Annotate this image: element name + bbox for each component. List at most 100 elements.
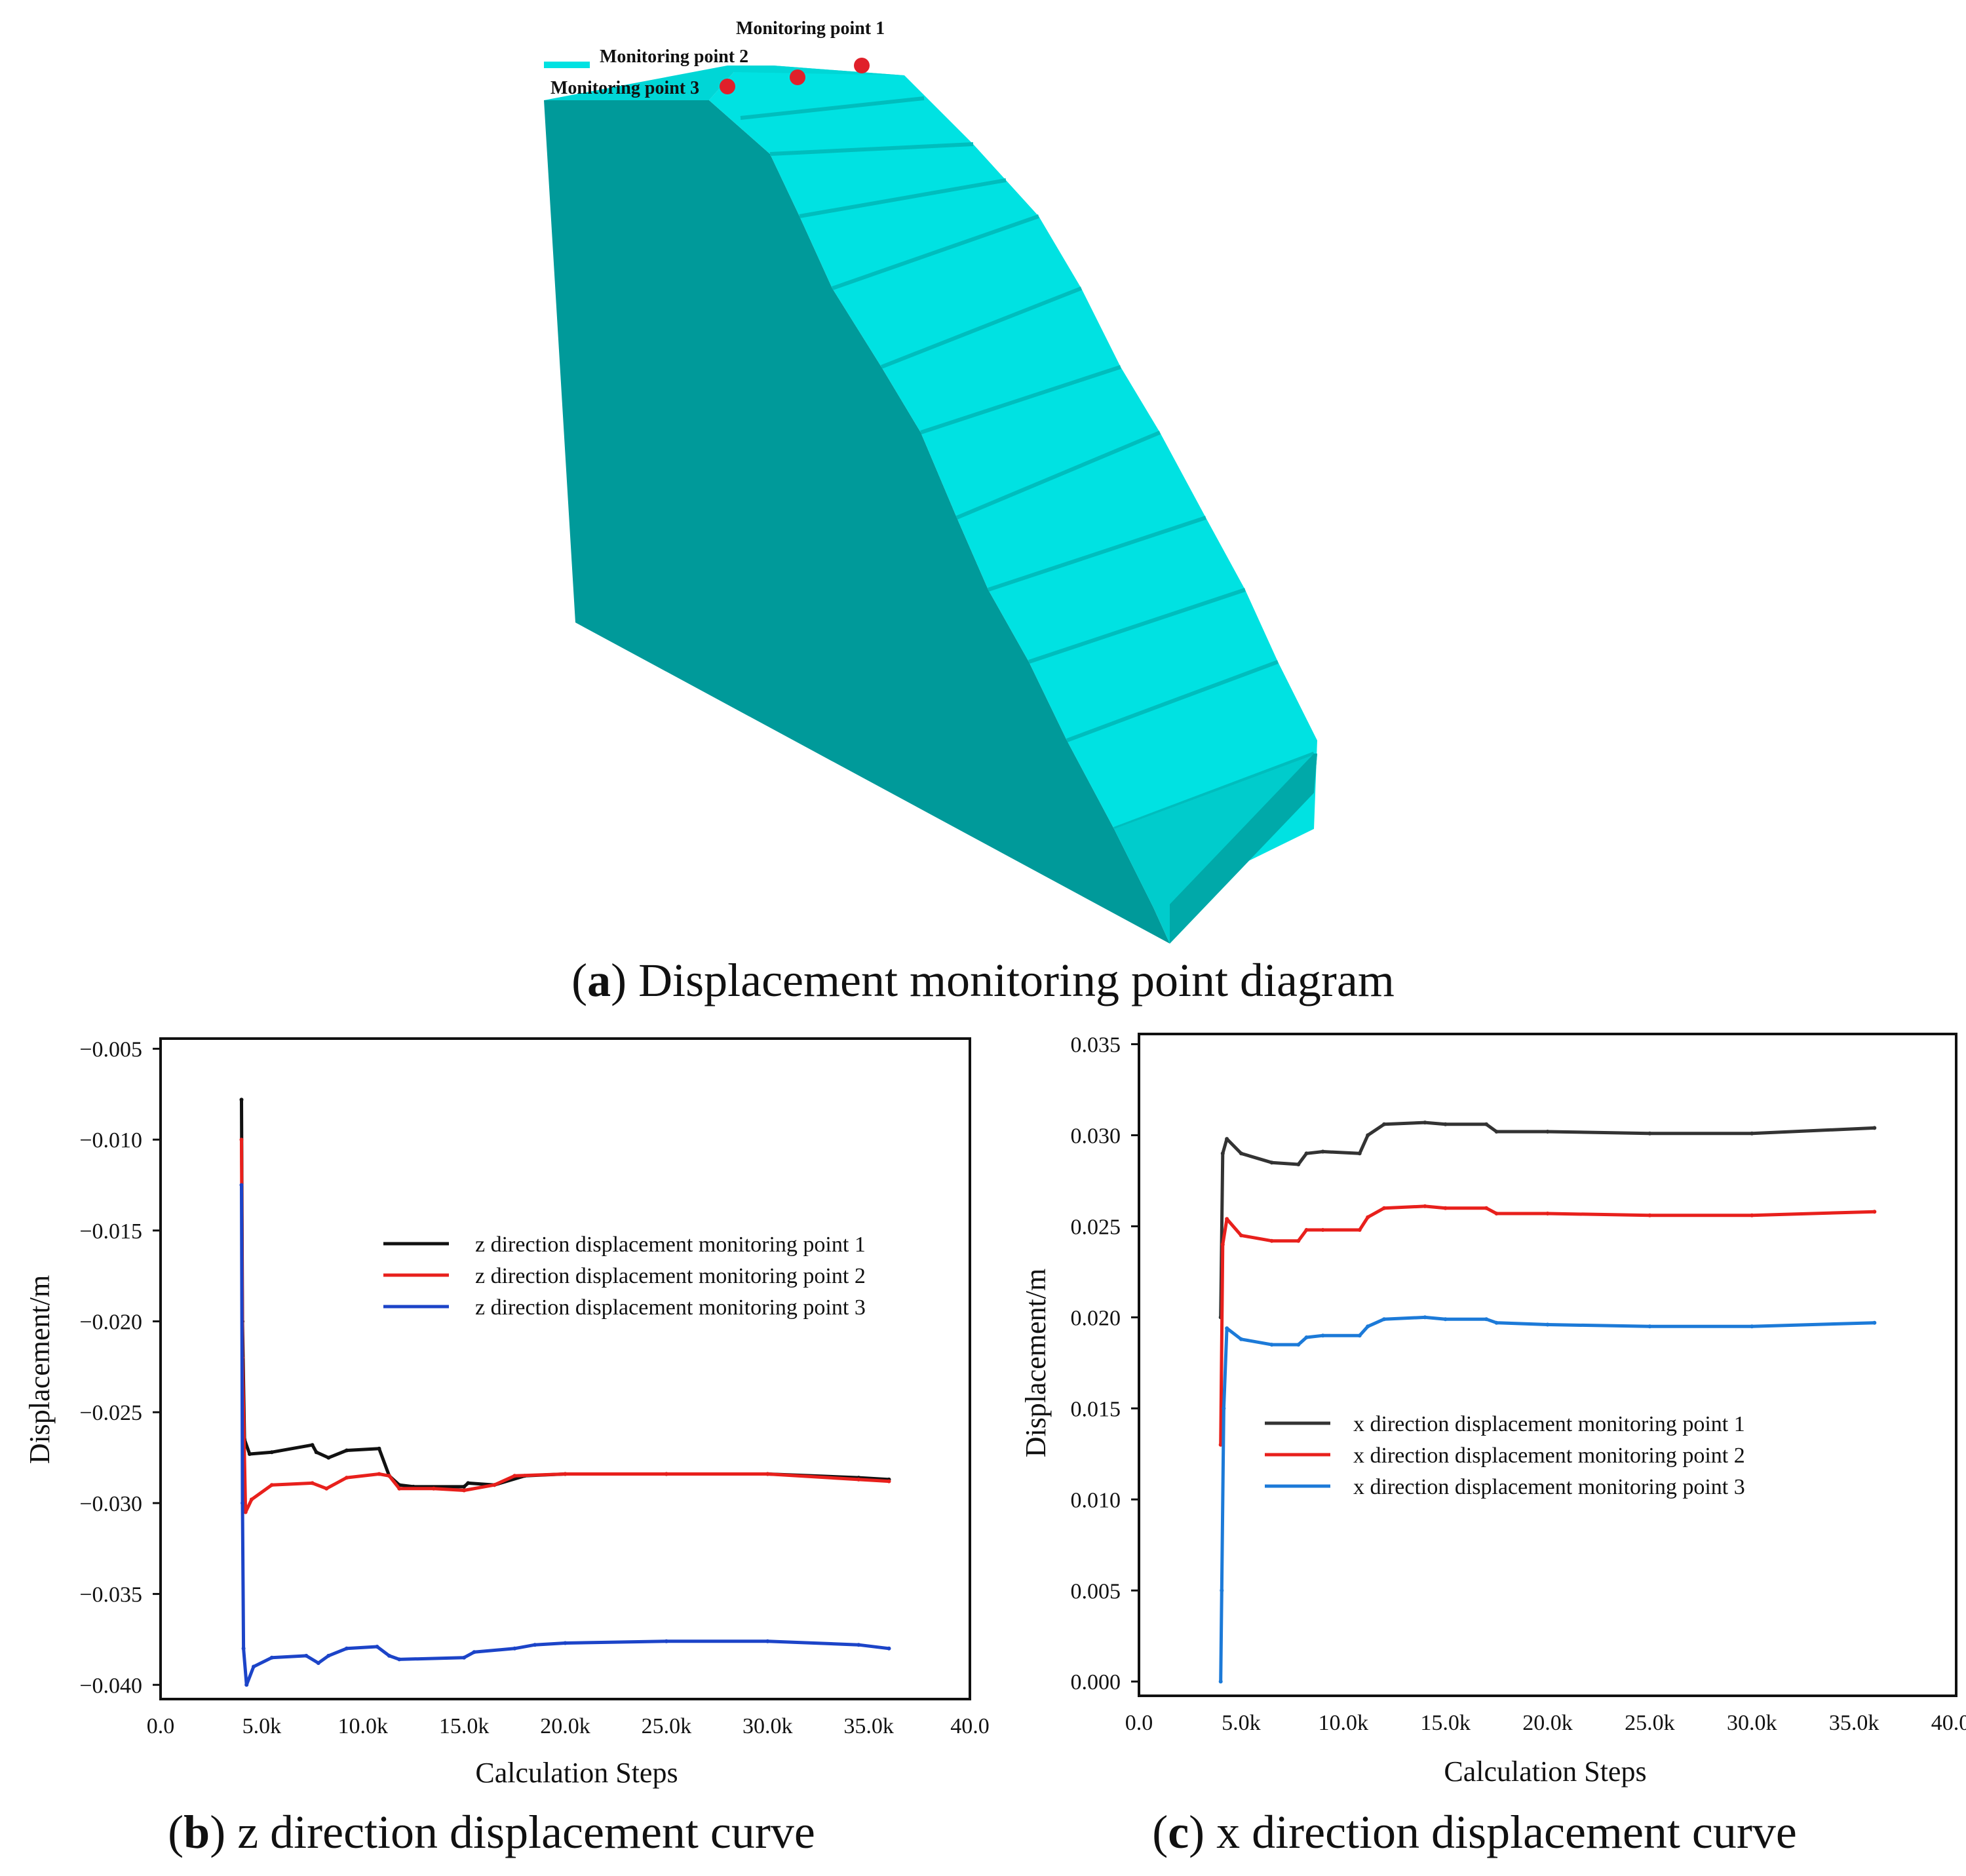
x-tick-label: 40.0k	[1931, 1711, 1966, 1735]
data-point-3	[345, 1646, 349, 1651]
data-point-2	[1423, 1204, 1427, 1208]
series-line-point-2	[240, 1139, 889, 1514]
y-tick-label: −0.005	[79, 1038, 142, 1062]
data-point-3	[1269, 1343, 1274, 1347]
data-point-2	[492, 1483, 497, 1487]
series-group	[1218, 1120, 1877, 1684]
data-point-2	[1484, 1206, 1488, 1210]
caption-c: (c) x direction displacement curve	[1152, 1806, 1797, 1858]
legend-label-point-2: x direction displacement monitoring poin…	[1353, 1444, 1745, 1468]
data-point-3	[269, 1655, 274, 1660]
data-point-1	[247, 1452, 252, 1456]
legend-label-point-1: x direction displacement monitoring poin…	[1353, 1412, 1745, 1436]
data-point-1	[462, 1484, 467, 1489]
data-point-3	[241, 1646, 246, 1651]
slope-toe-block	[1114, 754, 1317, 944]
tick-group: 0.0 5.0k 10.0k 15.0k 20.0k 25.0k 30.0k 35.0k 40.…	[79, 1038, 989, 1738]
data-point-3	[1304, 1335, 1309, 1339]
data-point-3	[387, 1653, 391, 1658]
data-point-3	[1443, 1317, 1448, 1322]
data-point-3	[472, 1650, 476, 1655]
monitoring-point-3-marker	[720, 79, 735, 94]
data-point-1	[1225, 1137, 1229, 1141]
caption-b: (b) z direction displacement curve	[168, 1806, 815, 1858]
data-point-3	[1648, 1324, 1652, 1329]
data-point-3	[664, 1639, 668, 1643]
data-point-3	[1423, 1315, 1427, 1320]
data-point-3	[887, 1646, 891, 1651]
slope-toe-end	[1170, 754, 1317, 944]
x-displacement-chart: 0.0 5.0k 10.0k 15.0k 20.0k 25.0k 30.0k 35.0k 40.…	[1020, 1033, 1966, 1788]
x-axis-title: Calculation Steps	[1444, 1755, 1646, 1788]
plot-frame	[159, 1037, 971, 1700]
y-tick-label: −0.015	[79, 1219, 142, 1244]
data-point-3	[397, 1657, 402, 1662]
data-point-2	[1269, 1238, 1274, 1243]
series-line-point-3	[1219, 1315, 1875, 1682]
legend: z direction displacement monitoring poin…	[383, 1233, 866, 1320]
data-point-1	[1443, 1122, 1448, 1126]
data-point-3	[533, 1643, 537, 1647]
data-point-3	[1484, 1317, 1488, 1322]
caption-c-letter: c	[1168, 1806, 1189, 1858]
legend: x direction displacement monitoring poin…	[1265, 1412, 1745, 1499]
data-point-1	[1423, 1120, 1427, 1125]
legend-label-point-2: z direction displacement monitoring poin…	[475, 1264, 866, 1288]
data-point-2	[1357, 1228, 1362, 1232]
data-point-2	[1239, 1233, 1243, 1238]
data-point-3	[1750, 1324, 1754, 1329]
x-tick-label: 5.0k	[1222, 1711, 1261, 1735]
data-point-2	[324, 1486, 329, 1491]
series-line-point-3	[240, 1185, 889, 1687]
x-tick-label: 30.0k	[1727, 1711, 1777, 1735]
data-point-3	[241, 1501, 244, 1505]
data-point-3	[1545, 1322, 1550, 1327]
x-tick-label: 35.0k	[843, 1714, 894, 1738]
data-point-1	[1545, 1130, 1550, 1134]
data-point-3	[1296, 1343, 1301, 1347]
data-point-3	[462, 1655, 467, 1660]
data-point-3	[375, 1645, 379, 1649]
data-point-2	[1872, 1210, 1877, 1214]
x-tick-label: 10.0k	[338, 1714, 389, 1738]
series-group	[239, 1098, 891, 1687]
data-point-1	[1320, 1149, 1325, 1154]
data-point-3	[1220, 1588, 1224, 1593]
y-tick-label: 0.000	[1071, 1670, 1121, 1694]
data-point-1	[1269, 1160, 1274, 1165]
data-point-2	[249, 1497, 254, 1502]
x-tick-label: 20.0k	[540, 1714, 590, 1738]
data-point-3	[1872, 1320, 1877, 1325]
x-tick-label: 40.0	[950, 1714, 990, 1738]
data-point-3	[252, 1664, 256, 1669]
data-point-2	[1320, 1228, 1325, 1232]
data-point-3	[1225, 1326, 1229, 1331]
data-point-1	[310, 1443, 315, 1447]
caption-b-text: z direction displacement curve	[237, 1806, 815, 1858]
data-point-2	[1545, 1212, 1550, 1216]
slope-model-diagram: Monitoring point 1 Monitoring point 2 Mo…	[544, 18, 1317, 944]
caption-c-text: x direction displacement curve	[1216, 1806, 1797, 1858]
data-point-1	[1648, 1131, 1652, 1136]
data-point-2	[397, 1486, 402, 1491]
data-point-1	[1484, 1122, 1488, 1126]
data-point-3	[563, 1641, 568, 1645]
data-point-1	[1494, 1130, 1499, 1134]
monitoring-point-1-marker	[854, 58, 870, 73]
y-tick-label: −0.010	[79, 1128, 142, 1153]
x-tick-label: 25.0k	[642, 1714, 692, 1738]
caption-a: (a) Displacement monitoring point diagra…	[571, 954, 1395, 1006]
y-tick-label: −0.030	[79, 1492, 142, 1516]
data-point-1	[466, 1481, 471, 1485]
y-tick-label: 0.015	[1071, 1397, 1121, 1421]
x-tick-label: 15.0k	[439, 1714, 490, 1738]
caption-a-text: Displacement monitoring point diagram	[638, 954, 1395, 1006]
x-tick-label: 20.0k	[1522, 1711, 1573, 1735]
data-point-1	[1750, 1131, 1754, 1136]
data-point-2	[243, 1510, 248, 1514]
data-point-2	[387, 1474, 391, 1478]
data-point-2	[1304, 1228, 1309, 1232]
data-point-2	[239, 1138, 244, 1142]
series-line-point-1	[1219, 1120, 1875, 1318]
data-point-2	[1225, 1217, 1229, 1221]
